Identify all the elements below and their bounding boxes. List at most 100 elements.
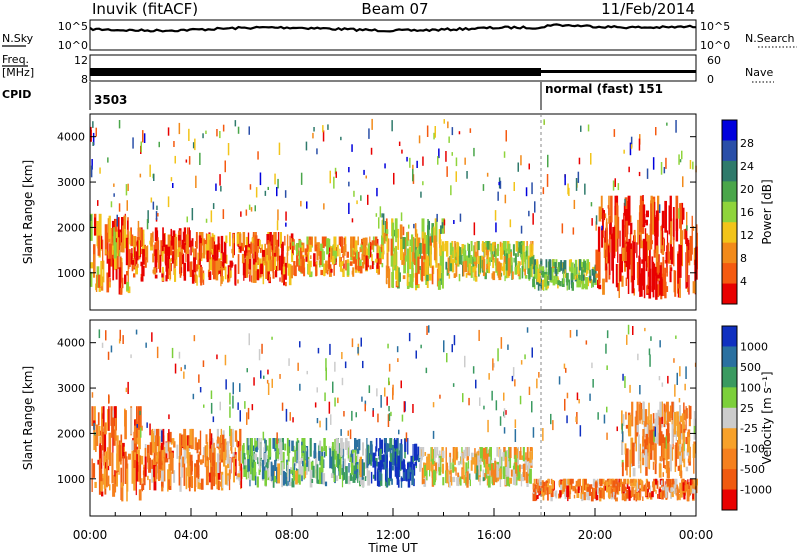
velocity-cell [606, 406, 608, 413]
velocity-cell [354, 438, 357, 450]
power-cell [401, 149, 403, 154]
power-cell [363, 249, 366, 265]
velocity-cell [151, 459, 154, 469]
velocity-cell [597, 487, 599, 495]
velocity-cell [662, 487, 665, 496]
power-cell [266, 234, 270, 245]
power-cell [393, 172, 395, 185]
power-cell [490, 244, 493, 261]
power-cell [403, 254, 405, 266]
power-cell [205, 233, 208, 245]
velocity-cell [576, 489, 580, 498]
power-cell [668, 251, 671, 264]
velocity-cell [335, 449, 338, 467]
power-cell [642, 195, 644, 201]
velocity-cell [299, 341, 301, 348]
velocity-cell [621, 410, 623, 430]
power-cell [90, 165, 93, 178]
power-cell [220, 235, 224, 254]
velocity-cell [185, 435, 188, 449]
velocity-cell [386, 396, 388, 406]
velocity-cell [357, 347, 359, 354]
velocity-cell [386, 443, 390, 452]
velocity-cell [301, 460, 304, 467]
velocity-cell [675, 442, 678, 467]
power-cell [216, 244, 219, 253]
velocity-cell [604, 485, 608, 491]
power-cell [251, 275, 253, 283]
power-cell [178, 235, 181, 241]
velocity-cell [198, 477, 200, 483]
velocity-cell [368, 385, 371, 393]
power-cell [267, 252, 270, 272]
velocity-cell [648, 402, 650, 424]
power-cell [550, 272, 554, 283]
velocity-cell [404, 439, 407, 452]
power-cell [536, 268, 540, 283]
power-cell [631, 275, 635, 294]
power-cell [212, 245, 215, 255]
power-cell [619, 230, 621, 247]
power-cell [580, 125, 582, 132]
power-cell [415, 249, 418, 273]
velocity-cell [181, 456, 185, 468]
velocity-cell [137, 465, 140, 482]
power-cell [626, 241, 629, 279]
power-cell [152, 253, 155, 263]
power-cell [90, 214, 92, 221]
power-cell [639, 234, 641, 265]
power-cell [397, 228, 400, 250]
velocity-cell [636, 401, 639, 425]
power-cell [266, 255, 269, 262]
velocity-cell [534, 491, 537, 502]
power-cell [185, 244, 187, 263]
power-cell [249, 184, 252, 190]
velocity-cell [149, 442, 153, 455]
power-cell [343, 237, 346, 246]
velocity-cell [586, 495, 589, 501]
velocity-cell [684, 383, 686, 391]
power-cell [193, 257, 196, 273]
power-cell [208, 251, 212, 260]
velocity-cell [232, 452, 235, 458]
power-cell [186, 216, 188, 223]
power-cell [496, 258, 499, 272]
power-cell [433, 226, 435, 248]
power-cell [402, 275, 406, 280]
power-cell [568, 279, 570, 290]
power-cell [108, 282, 111, 288]
power-cell [681, 207, 685, 220]
power-cell [262, 250, 265, 256]
velocity-cell [554, 491, 556, 497]
velocity-cell [485, 474, 488, 479]
velocity-cell [288, 358, 290, 366]
power-cell [486, 264, 489, 270]
power-cell [607, 245, 610, 264]
velocity-cell [329, 448, 331, 469]
power-cell [142, 130, 144, 143]
velocity-cell [403, 401, 406, 413]
velocity-cell [499, 468, 502, 480]
velocity-cell [576, 329, 578, 337]
power-cell [369, 236, 371, 246]
power-cell [190, 240, 192, 256]
velocity-cell [168, 429, 170, 442]
velocity-cell [597, 412, 599, 420]
power-cell [361, 253, 364, 261]
power-cell [230, 260, 233, 268]
velocity-cell [493, 363, 495, 368]
velocity-cell [631, 442, 635, 466]
velocity-cell [220, 436, 223, 460]
power-cell [144, 257, 147, 268]
velocity-cell [376, 388, 378, 397]
velocity-cell [573, 494, 576, 499]
velocity-cell [632, 326, 634, 335]
power-cell [184, 234, 188, 249]
velocity-cell [509, 447, 512, 458]
power-cell [547, 281, 550, 286]
velocity-cell [426, 325, 428, 335]
velocity-cell [93, 429, 96, 451]
power-cell [446, 166, 448, 177]
velocity-cell [459, 476, 462, 486]
velocity-cell [470, 460, 473, 471]
